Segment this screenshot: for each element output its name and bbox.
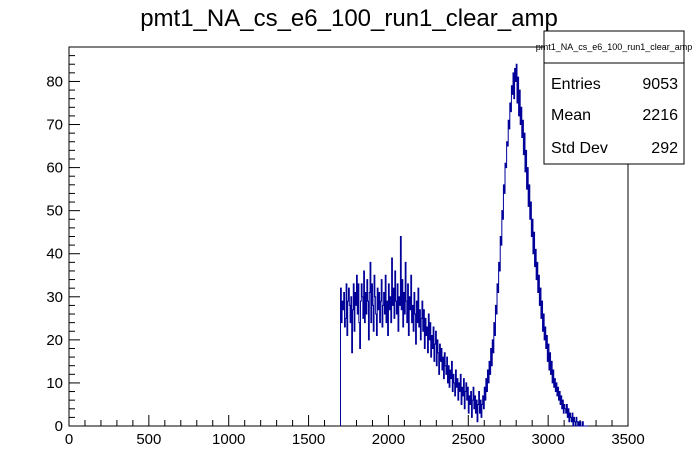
y-axis: 0 10 20 30 40 50 60 70 80 <box>46 46 80 435</box>
chart-title: pmt1_NA_cs_e6_100_run1_clear_amp <box>140 5 558 32</box>
x-tick-label: 0 <box>65 431 73 448</box>
y-tick-label: 10 <box>46 375 63 392</box>
x-tick-label: 500 <box>136 431 161 448</box>
x-tick-label: 3500 <box>611 431 644 448</box>
y-tick-label: 40 <box>46 246 63 263</box>
y-tick-label: 20 <box>46 332 63 349</box>
y-tick-label: 30 <box>46 289 63 306</box>
stats-box-frame <box>543 30 685 165</box>
y-tick-label: 50 <box>46 203 63 220</box>
histogram-series <box>340 63 589 427</box>
x-tick-label: 3000 <box>531 431 564 448</box>
y-tick-label: 60 <box>46 160 63 177</box>
y-tick-label: 70 <box>46 117 63 134</box>
stats-stddev-value: 292 <box>651 140 678 157</box>
y-tick-label: 0 <box>55 418 63 435</box>
stats-mean-label: Mean <box>551 107 591 124</box>
stats-mean-value: 2216 <box>642 107 678 124</box>
stats-entries-label: Entries <box>551 76 601 93</box>
y-tick-label: 80 <box>46 73 63 90</box>
stats-stddev-label: Std Dev <box>551 140 608 157</box>
x-axis: 0 500 1000 1500 2000 2500 3000 3500 <box>65 415 645 448</box>
stats-box: pmt1_NA_cs_e6_100_run1_clear_amp Entries… <box>536 30 693 165</box>
x-tick-label: 2500 <box>452 431 485 448</box>
x-tick-label: 1500 <box>292 431 325 448</box>
stats-entries-value: 9053 <box>642 76 678 93</box>
x-tick-label: 1000 <box>212 431 245 448</box>
histogram-line <box>340 63 589 427</box>
x-tick-label: 2000 <box>372 431 405 448</box>
stats-box-name: pmt1_NA_cs_e6_100_run1_clear_amp <box>536 42 693 52</box>
